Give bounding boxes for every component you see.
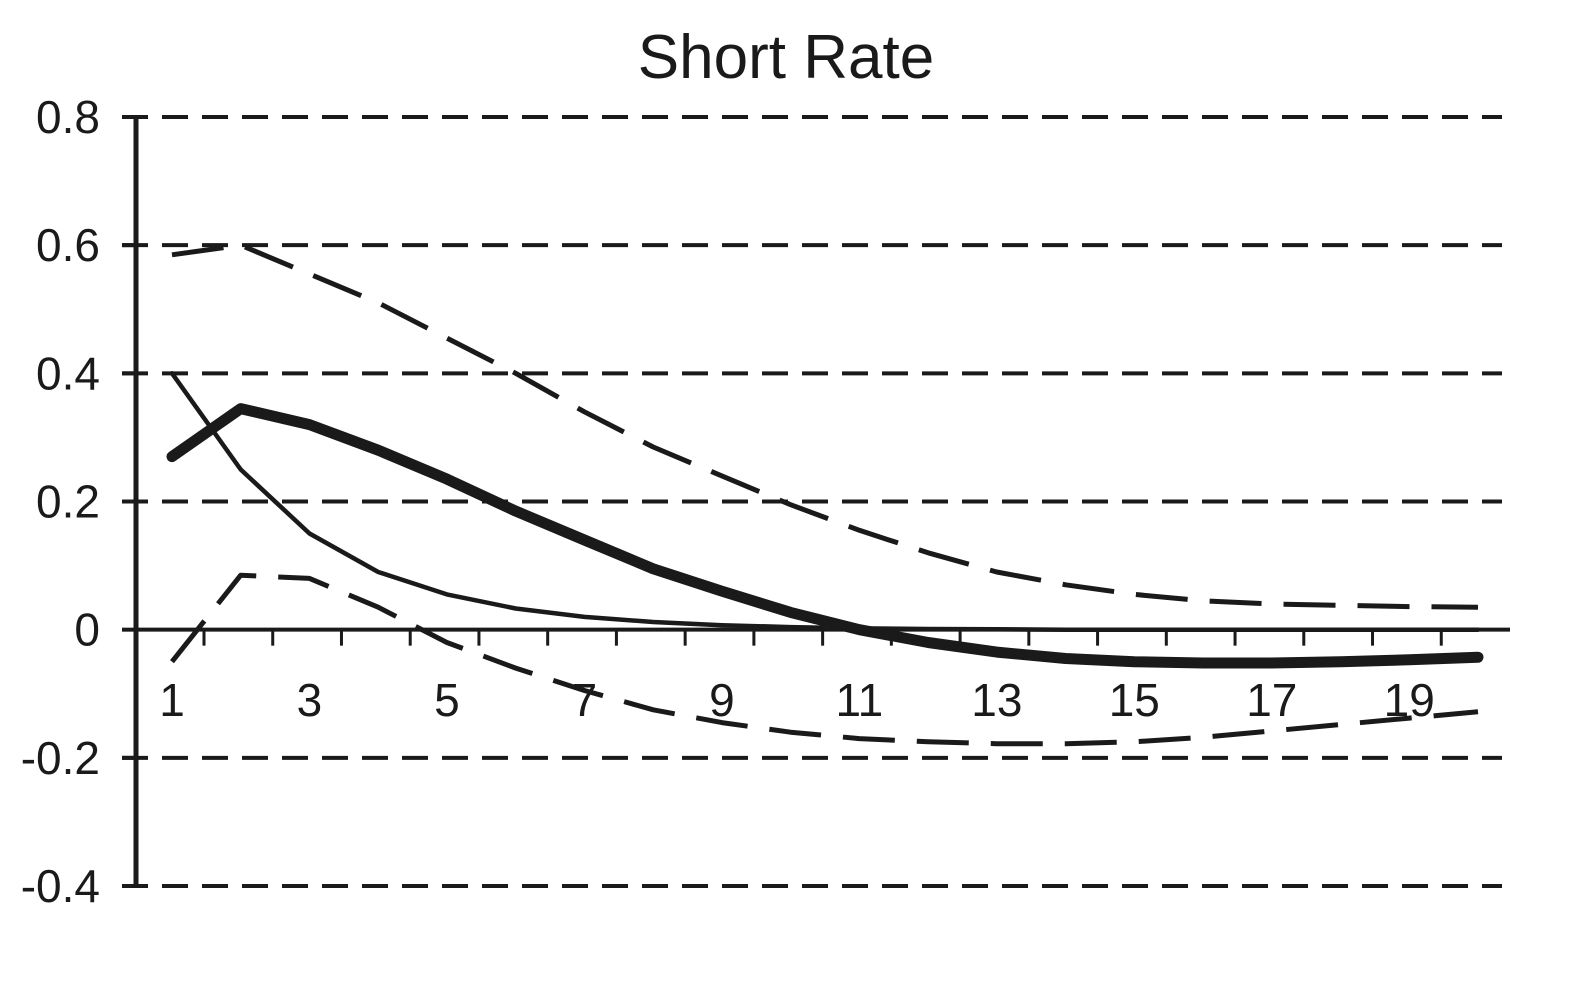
x-tick-label: 5 bbox=[434, 674, 460, 726]
y-tick-label: 0.2 bbox=[36, 476, 100, 528]
y-tick-label: -0.2 bbox=[21, 732, 100, 784]
x-tick-label: 13 bbox=[971, 674, 1022, 726]
gridlines bbox=[122, 115, 1502, 888]
x-tick-label: 17 bbox=[1246, 674, 1297, 726]
x-tick-label: 3 bbox=[297, 674, 323, 726]
y-tick-label: 0 bbox=[74, 604, 100, 656]
y-tick-label: 0.6 bbox=[36, 219, 100, 271]
series-line-dashed-upper bbox=[171, 242, 1479, 610]
tick-labels: 0.80.60.40.20-0.2-0.41 3 5 7 9 11 13 15 17 19 bbox=[21, 91, 1435, 912]
series-line-thin bbox=[169, 371, 1481, 632]
series-line-thick bbox=[166, 403, 1484, 669]
y-tick-label: 0.4 bbox=[36, 347, 100, 399]
y-tick-label: -0.4 bbox=[21, 860, 100, 912]
series-lines bbox=[166, 242, 1484, 747]
x-tick-label: 1 bbox=[159, 674, 185, 726]
chart-title: Short Rate bbox=[638, 23, 934, 92]
y-tick-label: 0.8 bbox=[36, 91, 100, 143]
series-line-dashed-lower bbox=[170, 572, 1479, 747]
x-tick-label: 9 bbox=[709, 674, 735, 726]
x-tick-label: 19 bbox=[1384, 674, 1435, 726]
x-tick-label: 15 bbox=[1109, 674, 1160, 726]
x-tick-label: 11 bbox=[835, 674, 883, 726]
x-tick-label: 7 bbox=[572, 674, 598, 726]
